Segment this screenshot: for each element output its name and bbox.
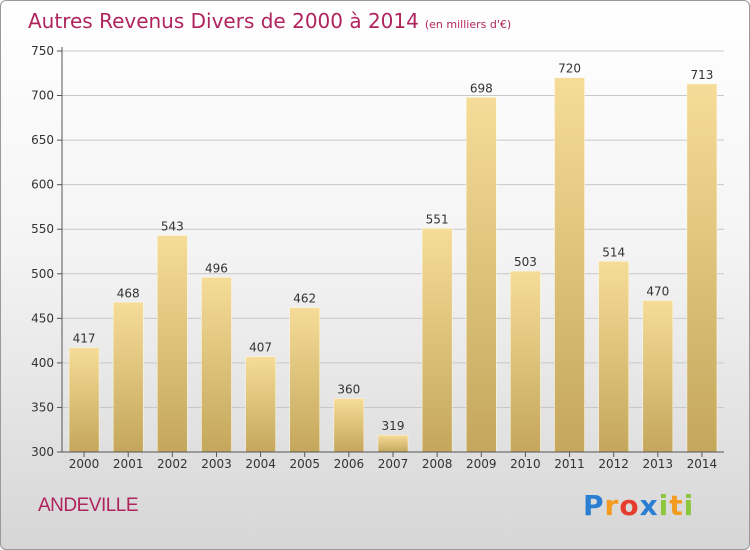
- data-label: 720: [558, 62, 581, 76]
- y-tick-label: 300: [31, 445, 54, 459]
- x-tick-label: 2001: [113, 457, 144, 471]
- logo-letter: i: [683, 489, 695, 522]
- y-tick-label: 550: [31, 222, 54, 236]
- x-tick-label: 2011: [554, 457, 585, 471]
- proxiti-logo: Proxiti: [583, 489, 694, 522]
- chart-subtitle: (en milliers d'€): [424, 18, 512, 31]
- data-label: 417: [73, 332, 96, 346]
- bar: [686, 83, 718, 453]
- data-label: 360: [337, 383, 360, 397]
- chart-title: Autres Revenus Divers de 2000 à 2014 (en …: [28, 9, 511, 33]
- bar: [157, 235, 188, 453]
- data-label: 496: [205, 261, 228, 275]
- x-tick-label: 2012: [598, 457, 629, 471]
- chart-title-text: Autres Revenus Divers de 2000 à 2014: [28, 9, 419, 33]
- y-tick-label: 350: [31, 400, 54, 414]
- y-tick-label: 400: [31, 356, 54, 370]
- x-tick-label: 2003: [201, 457, 232, 471]
- y-tick-label: 500: [31, 267, 54, 281]
- data-label: 514: [602, 245, 625, 259]
- data-label: 319: [382, 419, 405, 433]
- x-tick-label: 2002: [157, 457, 188, 471]
- x-tick-label: 2008: [422, 457, 453, 471]
- x-tick-label: 2000: [69, 457, 100, 471]
- bar: [598, 261, 629, 453]
- bar: [201, 277, 232, 453]
- y-tick-label: 750: [31, 44, 54, 58]
- location-label: ANDEVILLE: [38, 495, 139, 516]
- logo-letter: r: [604, 489, 620, 522]
- data-label: 468: [117, 286, 140, 300]
- data-label: 470: [646, 285, 669, 299]
- x-tick-label: 2013: [643, 457, 674, 471]
- bar: [289, 307, 320, 453]
- bar: [466, 97, 497, 453]
- data-label: 713: [690, 68, 713, 82]
- data-label: 698: [470, 81, 493, 95]
- x-tick-label: 2004: [245, 457, 276, 471]
- bar: [554, 77, 585, 453]
- data-label: 503: [514, 255, 537, 269]
- bar: [510, 270, 541, 453]
- bar: [68, 347, 100, 453]
- bar: [333, 398, 365, 453]
- y-tick-label: 650: [31, 133, 54, 147]
- x-tick-label: 2007: [378, 457, 409, 471]
- logo-letter: x: [639, 489, 659, 522]
- bar: [377, 434, 409, 453]
- x-tick-label: 2010: [510, 457, 541, 471]
- logo-letter: P: [583, 489, 605, 522]
- x-tick-label: 2005: [289, 457, 320, 471]
- bar: [421, 228, 453, 453]
- data-label: 543: [161, 219, 184, 233]
- bar: [112, 302, 144, 453]
- y-tick-label: 700: [31, 89, 54, 103]
- logo-letter: i: [658, 489, 670, 522]
- logo-letter: o: [619, 489, 640, 522]
- y-tick-label: 450: [31, 311, 54, 325]
- data-label: 551: [426, 212, 449, 226]
- y-tick-label: 600: [31, 178, 54, 192]
- bar: [245, 356, 276, 453]
- data-label: 407: [249, 341, 272, 355]
- logo-letter: t: [669, 489, 684, 522]
- x-tick-label: 2014: [687, 457, 718, 471]
- x-tick-label: 2009: [466, 457, 497, 471]
- data-label: 462: [293, 292, 316, 306]
- x-tick-label: 2006: [334, 457, 365, 471]
- bar: [642, 300, 674, 453]
